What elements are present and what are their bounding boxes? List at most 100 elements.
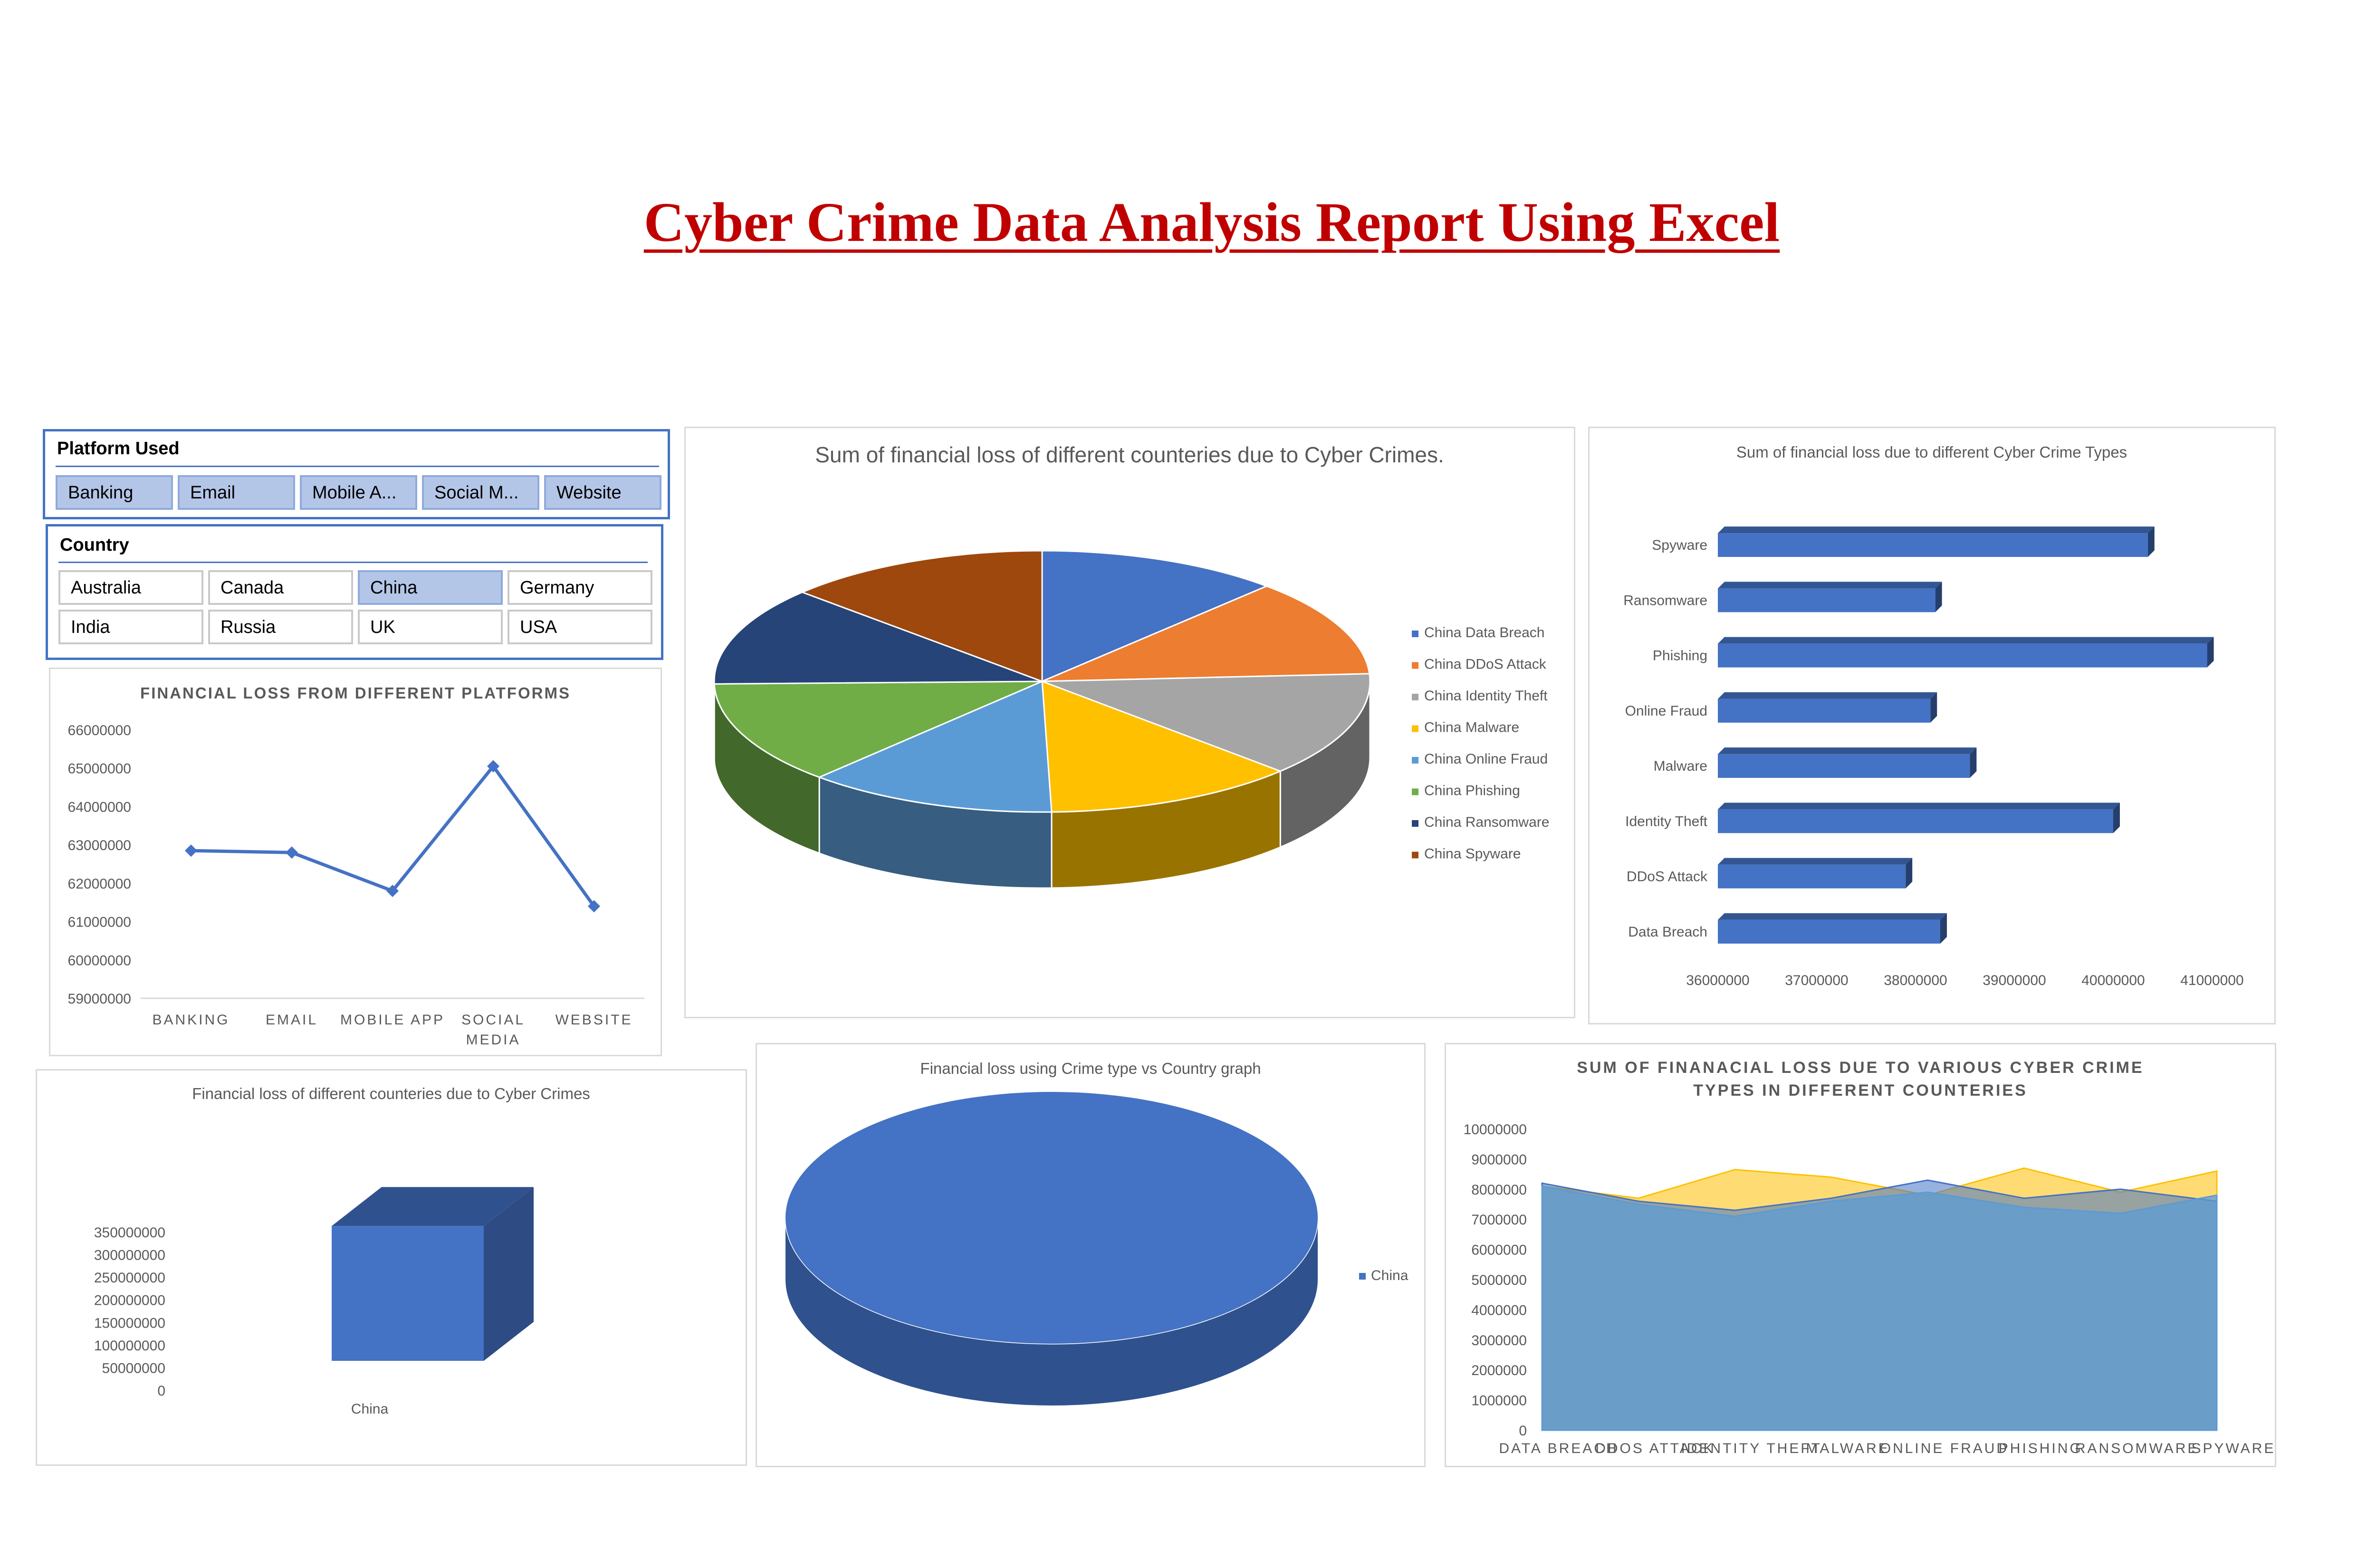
platform-slicer-item[interactable]: Banking [56,475,173,510]
legend-label: China Phishing [1424,783,1520,799]
y-tick-label: 4000000 [1471,1302,1527,1318]
y-tick-label: Malware [1654,758,1707,774]
column-side [484,1187,534,1361]
x-tick-label: IDENTITY THEFT [1681,1441,1822,1456]
platform-slicer-item-label: Email [190,483,236,503]
country-slicer-item[interactable]: India [58,610,203,644]
bar-side [1906,858,1913,889]
x-tick-label: SOCIAL [461,1012,525,1028]
chart-title: Financial loss of different counteries d… [192,1085,590,1102]
legend-swatch [1412,757,1418,764]
country-slicer-item-label: Russia [220,617,276,637]
x-tick-label: 37000000 [1785,973,1848,988]
x-tick-label: MALWARE [1806,1441,1889,1456]
pie-crime-vs-country-chart: Financial loss using Crime type vs Count… [785,1060,1408,1405]
bar [1718,864,1906,889]
country-slicer-item[interactable]: Russia [208,610,353,644]
country-slicer-item[interactable]: Canada [208,570,353,605]
y-tick-label: 300000000 [94,1248,165,1263]
legend-swatch [1412,788,1418,795]
x-tick-label: MOBILE APP [340,1012,445,1028]
column-countries-panel: Financial loss of different counteries d… [36,1069,747,1466]
y-tick-label: Data Breach [1628,924,1707,940]
legend-label: China DDoS Attack [1424,657,1547,672]
platform-slicer-item[interactable]: Social M... [422,475,539,510]
bar-side [1930,692,1937,723]
pie-country-crime-panel: Sum of financial loss of different count… [684,427,1575,1018]
platform-slicer-item[interactable]: Mobile A... [300,475,417,510]
legend-swatch [1412,725,1418,732]
x-tick-label: 39000000 [1983,973,2046,988]
country-slicer-item-label: India [71,617,110,637]
area-types-countries-panel: SUM OF FINANACIAL LOSS DUE TO VARIOUS CY… [1445,1043,2276,1467]
bar-side [2113,803,2120,833]
legend-swatch [1412,820,1418,827]
y-tick-label: 63000000 [68,838,131,853]
bar-top [1718,692,1937,699]
country-slicer-title: Country [60,535,129,555]
bar-side [1970,747,1977,778]
bar-top [1718,637,2214,644]
country-slicer-item[interactable]: USA [508,610,652,644]
x-tick-label: WEBSITE [555,1012,632,1028]
bar [1718,533,2148,557]
platform-slicer-item[interactable]: Email [178,475,295,510]
legend-label: China Data Breach [1424,625,1544,641]
pie-slice [786,1092,1318,1344]
column-countries-chart: Financial loss of different counteries d… [94,1085,590,1417]
country-slicer-item[interactable]: UK [358,610,503,644]
y-tick-label: 8000000 [1471,1182,1527,1198]
data-point [386,885,399,897]
pie-slice [1042,673,1371,772]
x-tick-label: China [351,1401,389,1417]
legend-swatch [1412,662,1418,669]
pie-slice [713,591,1043,685]
bar-top [1718,747,1977,755]
bar-top [1718,582,1942,589]
y-tick-label: 9000000 [1471,1152,1527,1167]
pie-country-crime-chart: Sum of financial loss of different count… [713,442,1549,889]
y-tick-label: Identity Theft [1625,813,1708,829]
chart-title: SUM OF FINANACIAL LOSS DUE TO VARIOUS CY… [1577,1059,2144,1077]
x-tick-label: RANSOMWARE [2075,1441,2199,1456]
y-tick-label: 6000000 [1471,1243,1527,1258]
country-slicer-item-label: USA [520,617,557,637]
x-tick-label: MEDIA [466,1032,520,1048]
y-tick-label: 350000000 [94,1225,165,1241]
x-tick-label: ONLINE FRAUD [1880,1441,2009,1456]
platform-slicer-item-label: Social M... [434,483,519,503]
bar-crime-types-panel: Sum of financial loss due to different C… [1588,427,2276,1024]
bar-crime-types-chart: Sum of financial loss due to different C… [1623,443,2243,988]
chart-title: Sum of financial loss of different count… [815,442,1444,467]
country-slicer-item-label: Australia [71,578,141,598]
data-point [185,844,197,857]
country-slicer-item[interactable]: China [358,570,503,605]
platform-slicer-item-label: Mobile A... [312,483,397,503]
country-slicer-item[interactable]: Australia [58,570,203,605]
pie-slice [1041,550,1269,683]
page-title: Cyber Crime Data Analysis Report Using E… [0,190,2376,255]
line-platforms-panel: FINANCIAL LOSS FROM DIFFERENT PLATFORMS 5… [49,668,662,1056]
legend-label: China Online Fraud [1424,751,1548,767]
country-slicer-item-label: UK [370,617,395,637]
y-tick-label: Ransomware [1623,593,1707,608]
y-tick-label: 1000000 [1471,1393,1527,1409]
country-slicer-item[interactable]: Germany [508,570,652,605]
y-tick-label: 5000000 [1471,1272,1527,1288]
y-tick-label: 61000000 [68,915,131,930]
pie-slice [817,680,1053,813]
bar [1718,643,2207,668]
y-tick-label: Phishing [1653,648,1707,664]
x-tick-label: PHISHING [1999,1441,2083,1456]
bar-side [1935,582,1942,612]
legend-label: China Malware [1424,720,1519,736]
pie-slice [713,680,1043,778]
x-tick-label: DDOS ATTACK [1595,1441,1715,1456]
y-tick-label: DDoS Attack [1627,869,1708,885]
column [332,1226,484,1361]
y-tick-label: 65000000 [68,761,131,777]
x-tick-label: 36000000 [1686,973,1749,988]
line-platforms-chart: FINANCIAL LOSS FROM DIFFERENT PLATFORMS 5… [68,684,644,1048]
platform-slicer-item[interactable]: Website [544,475,661,510]
y-tick-label: 66000000 [68,723,131,738]
